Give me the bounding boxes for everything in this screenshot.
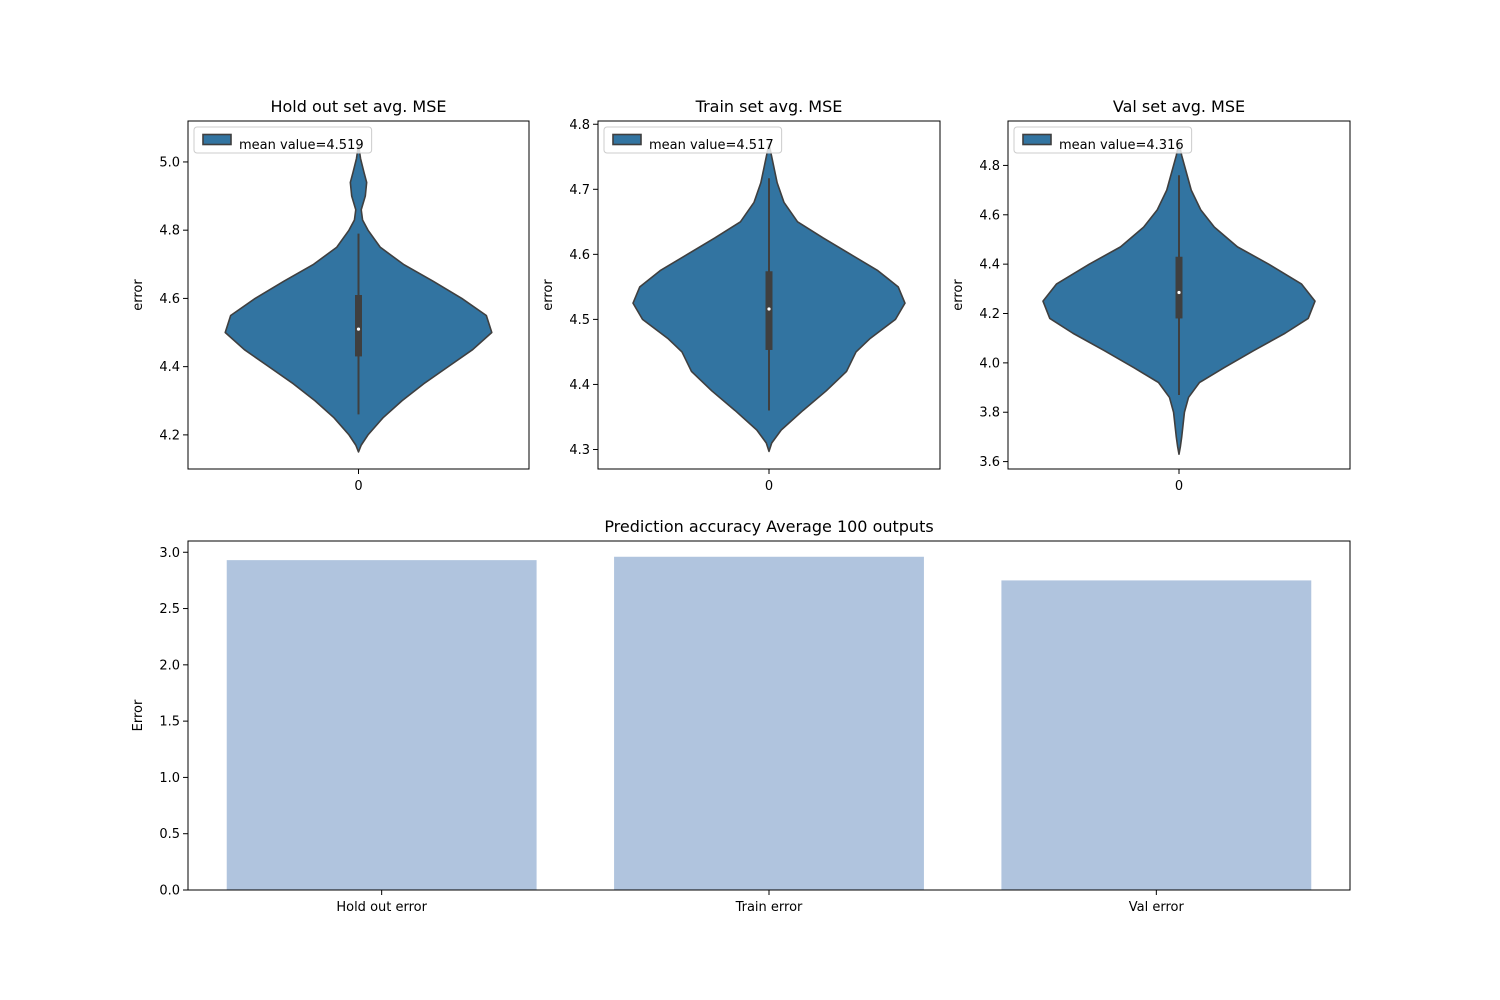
bar-chart	[226, 556, 1312, 890]
violin-chart-2	[632, 142, 906, 453]
legend-label: mean value=4.519	[239, 138, 364, 153]
legend: mean value=4.517	[603, 126, 783, 154]
y-tick-label: 4.5	[569, 313, 590, 328]
y-tick-label: 4.6	[569, 248, 590, 263]
violin-median-point	[767, 307, 771, 311]
bar-hold-out-error	[226, 560, 537, 890]
x-tick-label: Train error	[735, 900, 803, 915]
y-tick-label: 4.4	[159, 360, 180, 375]
y-tick-label: 4.0	[979, 356, 1000, 371]
y-axis-label: error	[951, 279, 966, 311]
y-tick-label: 3.8	[979, 406, 1000, 421]
y-tick-label: 4.3	[569, 443, 590, 458]
y-axis-label: error	[131, 279, 146, 311]
chart-title: Train set avg. MSE	[695, 97, 843, 116]
chart-title: Hold out set avg. MSE	[270, 97, 446, 116]
legend-swatch	[1022, 133, 1052, 146]
y-tick-label: 4.4	[979, 258, 1000, 273]
x-tick-label: 0	[765, 479, 773, 494]
y-tick-label: 3.0	[159, 546, 180, 561]
y-tick-label: 4.6	[979, 208, 1000, 223]
y-tick-label: 4.2	[159, 428, 180, 443]
legend-swatch	[202, 133, 232, 146]
y-tick-label: 0.0	[159, 884, 180, 899]
y-tick-label: 4.7	[569, 183, 590, 198]
legend-label: mean value=4.316	[1059, 138, 1184, 153]
y-tick-label: 2.5	[159, 602, 180, 617]
y-axis-label: error	[541, 279, 556, 311]
y-tick-label: 5.0	[159, 155, 180, 170]
legend-label: mean value=4.517	[649, 138, 774, 153]
legend: mean value=4.316	[1013, 126, 1193, 154]
legend-swatch	[612, 133, 642, 146]
violin-iqr-box	[1175, 256, 1183, 319]
y-tick-label: 2.0	[159, 658, 180, 673]
axes-frame	[187, 540, 1351, 891]
bar-val-error	[1001, 580, 1312, 890]
y-tick-label: 1.5	[159, 715, 180, 730]
y-tick-label: 4.8	[569, 118, 590, 133]
y-tick-label: 1.0	[159, 771, 180, 786]
y-tick-label: 4.4	[569, 378, 590, 393]
y-tick-label: 4.8	[159, 224, 180, 239]
y-tick-label: 4.8	[979, 159, 1000, 174]
y-tick-label: 0.5	[159, 827, 180, 842]
chart-title: Val set avg. MSE	[1113, 97, 1245, 116]
y-tick-label: 4.6	[159, 292, 180, 307]
violin-median-point	[356, 327, 361, 331]
legend-box	[603, 126, 783, 154]
legend-box	[1013, 126, 1193, 154]
legend-box	[193, 126, 373, 154]
violin-iqr-box	[355, 295, 362, 357]
violin-iqr-box	[765, 271, 773, 350]
x-tick-label: 0	[354, 479, 362, 494]
chart-title: Prediction accuracy Average 100 outputs	[604, 517, 933, 536]
y-axis-label: Error	[131, 699, 146, 731]
x-tick-label: 0	[1175, 479, 1183, 494]
violin-median-point	[1177, 290, 1181, 295]
x-tick-label: Hold out error	[336, 900, 427, 915]
y-tick-label: 4.2	[979, 307, 1000, 322]
x-tick-label: Val error	[1129, 900, 1185, 915]
y-tick-label: 3.6	[979, 455, 1000, 470]
legend: mean value=4.519	[193, 126, 373, 154]
bar-train-error	[614, 556, 924, 890]
